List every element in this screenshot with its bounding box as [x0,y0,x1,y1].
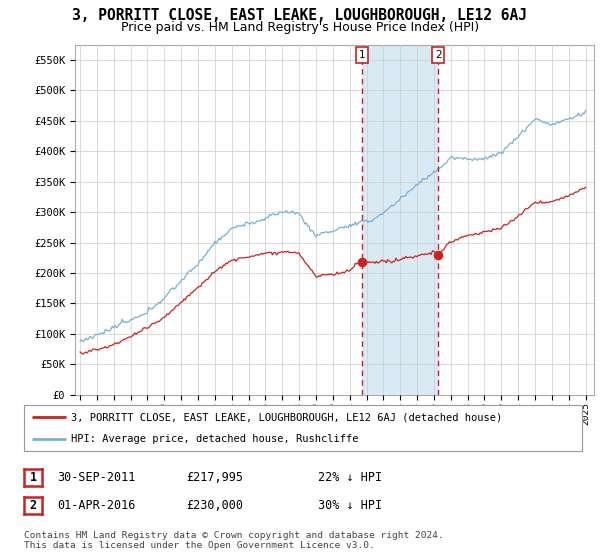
Text: 30-SEP-2011: 30-SEP-2011 [57,470,136,484]
Text: £230,000: £230,000 [186,498,243,512]
Text: 30% ↓ HPI: 30% ↓ HPI [318,498,382,512]
Text: 01-APR-2016: 01-APR-2016 [57,498,136,512]
Text: Contains HM Land Registry data © Crown copyright and database right 2024.
This d: Contains HM Land Registry data © Crown c… [24,531,444,550]
Text: £217,995: £217,995 [186,470,243,484]
Bar [362,45,438,395]
Text: 22% ↓ HPI: 22% ↓ HPI [318,470,382,484]
Text: Price paid vs. HM Land Registry's House Price Index (HPI): Price paid vs. HM Land Registry's House … [121,21,479,34]
Point [358,258,367,267]
Point [433,250,443,259]
Text: 3, PORRITT CLOSE, EAST LEAKE, LOUGHBOROUGH, LE12 6AJ (detached house): 3, PORRITT CLOSE, EAST LEAKE, LOUGHBOROU… [71,412,503,422]
Text: 1: 1 [29,470,37,484]
Text: 2: 2 [29,498,37,512]
Text: HPI: Average price, detached house, Rushcliffe: HPI: Average price, detached house, Rush… [71,435,359,444]
Text: 2: 2 [435,50,442,60]
Text: 1: 1 [359,50,365,60]
Text: 3, PORRITT CLOSE, EAST LEAKE, LOUGHBOROUGH, LE12 6AJ: 3, PORRITT CLOSE, EAST LEAKE, LOUGHBOROU… [73,8,527,24]
